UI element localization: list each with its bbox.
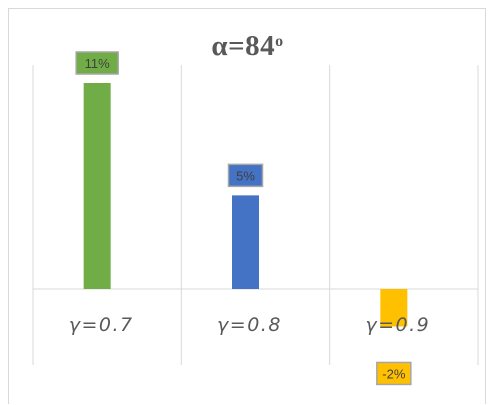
- chart-title: α=84o: [0, 30, 495, 63]
- x-tick-label: γ=0.7: [69, 314, 134, 336]
- bar: [83, 83, 111, 289]
- data-label-box: [227, 163, 264, 188]
- data-label: 5%: [236, 168, 255, 183]
- chart-title-superscript: o: [275, 33, 284, 50]
- bar: [380, 289, 408, 327]
- bar: [232, 195, 259, 289]
- chart-title-main: α=84: [211, 30, 276, 62]
- x-tick-label: γ=0.9: [365, 314, 430, 336]
- data-label: 11%: [85, 56, 110, 71]
- data-label: -2%: [382, 366, 406, 381]
- x-tick-label: γ=0.8: [217, 314, 282, 336]
- data-label-box: [75, 51, 119, 75]
- data-label-box: [376, 361, 412, 386]
